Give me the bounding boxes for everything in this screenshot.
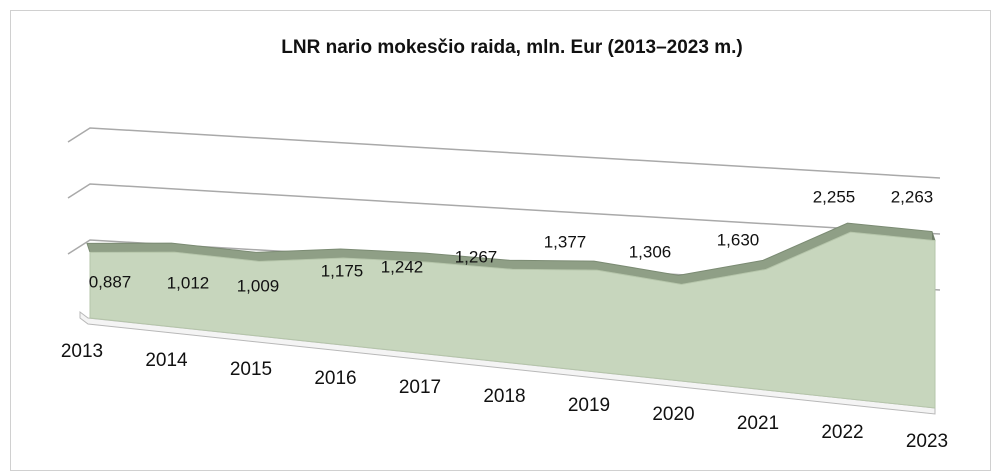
x-tick-label: 2023 [906,431,948,452]
data-label: 1,630 [717,230,760,249]
grid-line [67,127,941,179]
x-tick-label: 2014 [145,350,188,371]
floor [79,311,936,415]
grid-line [67,183,941,235]
x-tick-label: 2021 [737,413,779,434]
data-label: 1,377 [544,232,587,251]
data-label: 1,306 [629,242,672,261]
x-tick-label: 2016 [314,368,356,389]
data-label: 2,263 [891,187,934,206]
x-tick-label: 2017 [399,377,441,398]
data-label: 0,887 [89,272,132,291]
x-tick-label: 2013 [61,341,103,362]
x-tick-label: 2022 [821,422,863,443]
area [89,231,936,409]
data-label: 1,267 [455,247,498,266]
x-tick-label: 2020 [652,404,694,425]
data-label: 1,175 [321,261,364,280]
data-label: 1,242 [381,257,424,276]
x-tick-label: 2019 [568,395,610,416]
x-tick-label: 2018 [483,386,525,407]
data-label: 2,255 [813,187,856,206]
data-label: 1,009 [237,276,280,295]
chart-title: LNR nario mokesčio raida, mln. Eur (2013… [281,37,742,58]
data-label: 1,012 [167,273,210,292]
x-tick-label: 2015 [230,359,272,380]
